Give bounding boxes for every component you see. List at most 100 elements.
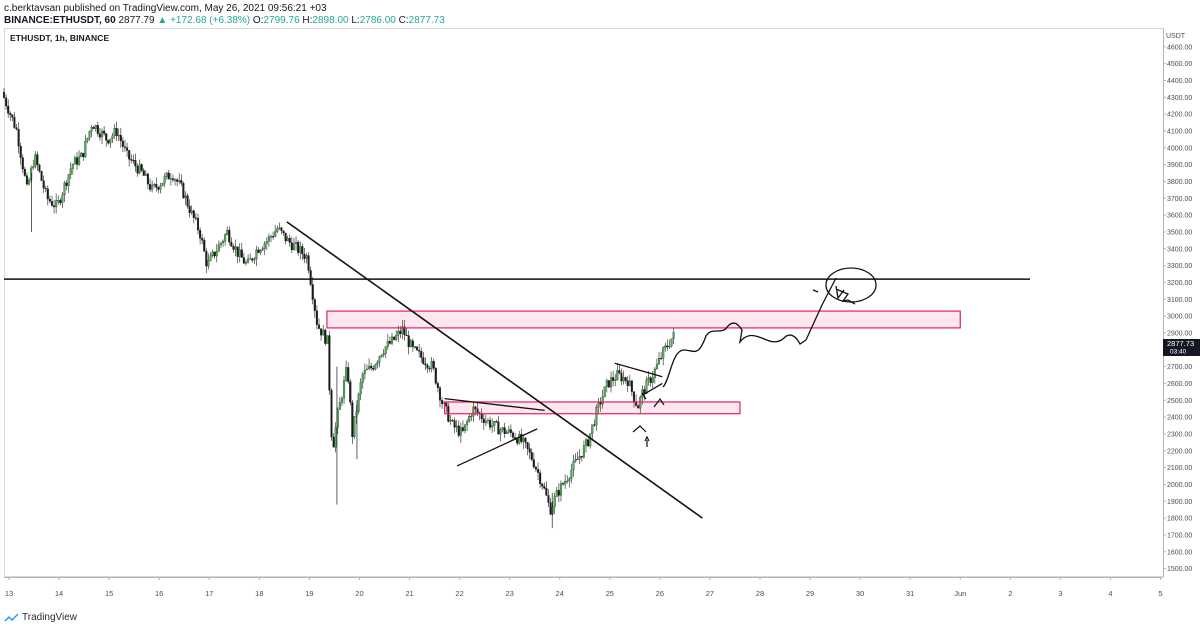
candle-up	[603, 386, 606, 398]
candle-up	[55, 200, 58, 208]
candle-up	[34, 154, 37, 167]
author-name: c.berktavsan	[4, 3, 61, 14]
candle-up	[568, 478, 571, 482]
price-tick-label: 4400.00	[1167, 78, 1192, 85]
candle-up	[211, 251, 214, 256]
candle-up	[269, 236, 273, 238]
candle-down	[142, 170, 145, 176]
candle-up	[184, 195, 187, 199]
candle-up	[584, 439, 588, 446]
candle-up	[30, 167, 33, 181]
candle-down	[624, 377, 627, 381]
high-label: H:	[302, 15, 313, 26]
candle-up	[178, 180, 181, 182]
footer: TradingView	[4, 609, 77, 625]
candle-down	[13, 117, 16, 128]
time-tick-label: Jun	[954, 589, 966, 598]
price-change: ▲ +172.68 (+6.38%)	[157, 15, 251, 26]
candle-down	[424, 363, 427, 366]
candle-down	[92, 127, 95, 129]
candle-down	[526, 442, 529, 449]
candle-down	[123, 146, 127, 148]
projected-path	[662, 322, 807, 388]
candle-down	[418, 349, 421, 352]
candle-down	[405, 334, 408, 336]
candle-down	[228, 229, 231, 243]
candle-down	[155, 184, 158, 188]
candle-down	[372, 367, 375, 370]
tradingview-brand: TradingView	[22, 611, 78, 623]
last-price: 2877.79	[118, 15, 155, 26]
candle-up	[614, 379, 617, 381]
candle-up	[215, 251, 218, 257]
candles	[2, 88, 675, 529]
candle-down	[236, 246, 239, 257]
candle-down	[495, 421, 498, 423]
time-tick-label: 26	[656, 589, 664, 598]
candle-up	[378, 356, 381, 363]
candle-down	[497, 421, 500, 435]
candle-down	[457, 425, 460, 436]
symbol-line: BINANCE:ETHUSDT, 60	[4, 15, 116, 26]
candle-down	[40, 171, 43, 181]
candle-up	[501, 427, 504, 430]
time-tick-label: 4	[1108, 589, 1112, 598]
candle-up	[80, 152, 83, 157]
candle-down	[167, 172, 170, 180]
price-tick-label: 3200.00	[1167, 280, 1192, 287]
candle-up	[207, 260, 210, 267]
candle-down	[324, 329, 327, 344]
candle-down	[284, 232, 287, 242]
candle-up	[605, 380, 608, 387]
candle-up	[493, 421, 496, 426]
candle-down	[199, 230, 202, 239]
candle-up	[553, 496, 556, 508]
price-tick-label: 2300.00	[1167, 431, 1192, 438]
price-tick-label: 4000.00	[1167, 145, 1192, 152]
candle-down	[103, 130, 106, 134]
candle-down	[436, 383, 439, 388]
open-label: O:	[252, 15, 264, 26]
candle-up	[90, 127, 93, 132]
chart-header-publisher: c.berktavsan published on TradingView.co…	[4, 3, 327, 15]
candle-up	[159, 185, 162, 190]
candle-up	[468, 416, 471, 422]
candle-up	[163, 176, 166, 184]
candle-down	[134, 160, 137, 167]
candle-up	[564, 480, 567, 485]
candle-up	[322, 329, 325, 336]
candle-up	[286, 237, 289, 242]
candle-up	[662, 347, 665, 359]
price-tick-label: 2500.00	[1167, 398, 1192, 405]
candle-down	[196, 217, 200, 231]
last-price-tag-bg	[1163, 339, 1200, 356]
candle-up	[645, 379, 648, 394]
candle-down	[549, 502, 552, 515]
candle-up	[595, 407, 598, 426]
price-tick-label: 1700.00	[1167, 532, 1192, 539]
candle-down	[351, 402, 354, 438]
candle-down	[105, 133, 108, 141]
candle-down	[19, 145, 22, 158]
candle-up	[117, 135, 120, 137]
candle-up	[518, 433, 521, 444]
price-chart[interactable]: USDT 1500.00 1600.00 1700.00 1800.00 1900.00…	[0, 28, 1200, 606]
time-tick-label: 28	[756, 589, 764, 598]
candle-up	[263, 243, 266, 249]
candle-up	[340, 398, 343, 403]
candle-up	[664, 345, 667, 348]
candle-up	[359, 382, 362, 395]
candle-up	[109, 138, 112, 144]
candle-up	[376, 361, 379, 365]
candle-down	[96, 125, 99, 134]
price-tick-label: 1800.00	[1167, 516, 1192, 523]
time-tick-label: 21	[405, 589, 413, 598]
candle-up	[247, 258, 250, 263]
candle-up	[61, 194, 64, 204]
candle-down	[626, 380, 629, 386]
candle-up	[566, 480, 569, 482]
tradingview-logo-icon	[4, 613, 18, 621]
candle-up	[222, 241, 225, 244]
time-axis: 13 14 15 16 17 18 19 20 21 22 23 24 25 26 27 28 29 30 31 Ju…	[5, 577, 1163, 598]
candle-down	[232, 246, 235, 250]
